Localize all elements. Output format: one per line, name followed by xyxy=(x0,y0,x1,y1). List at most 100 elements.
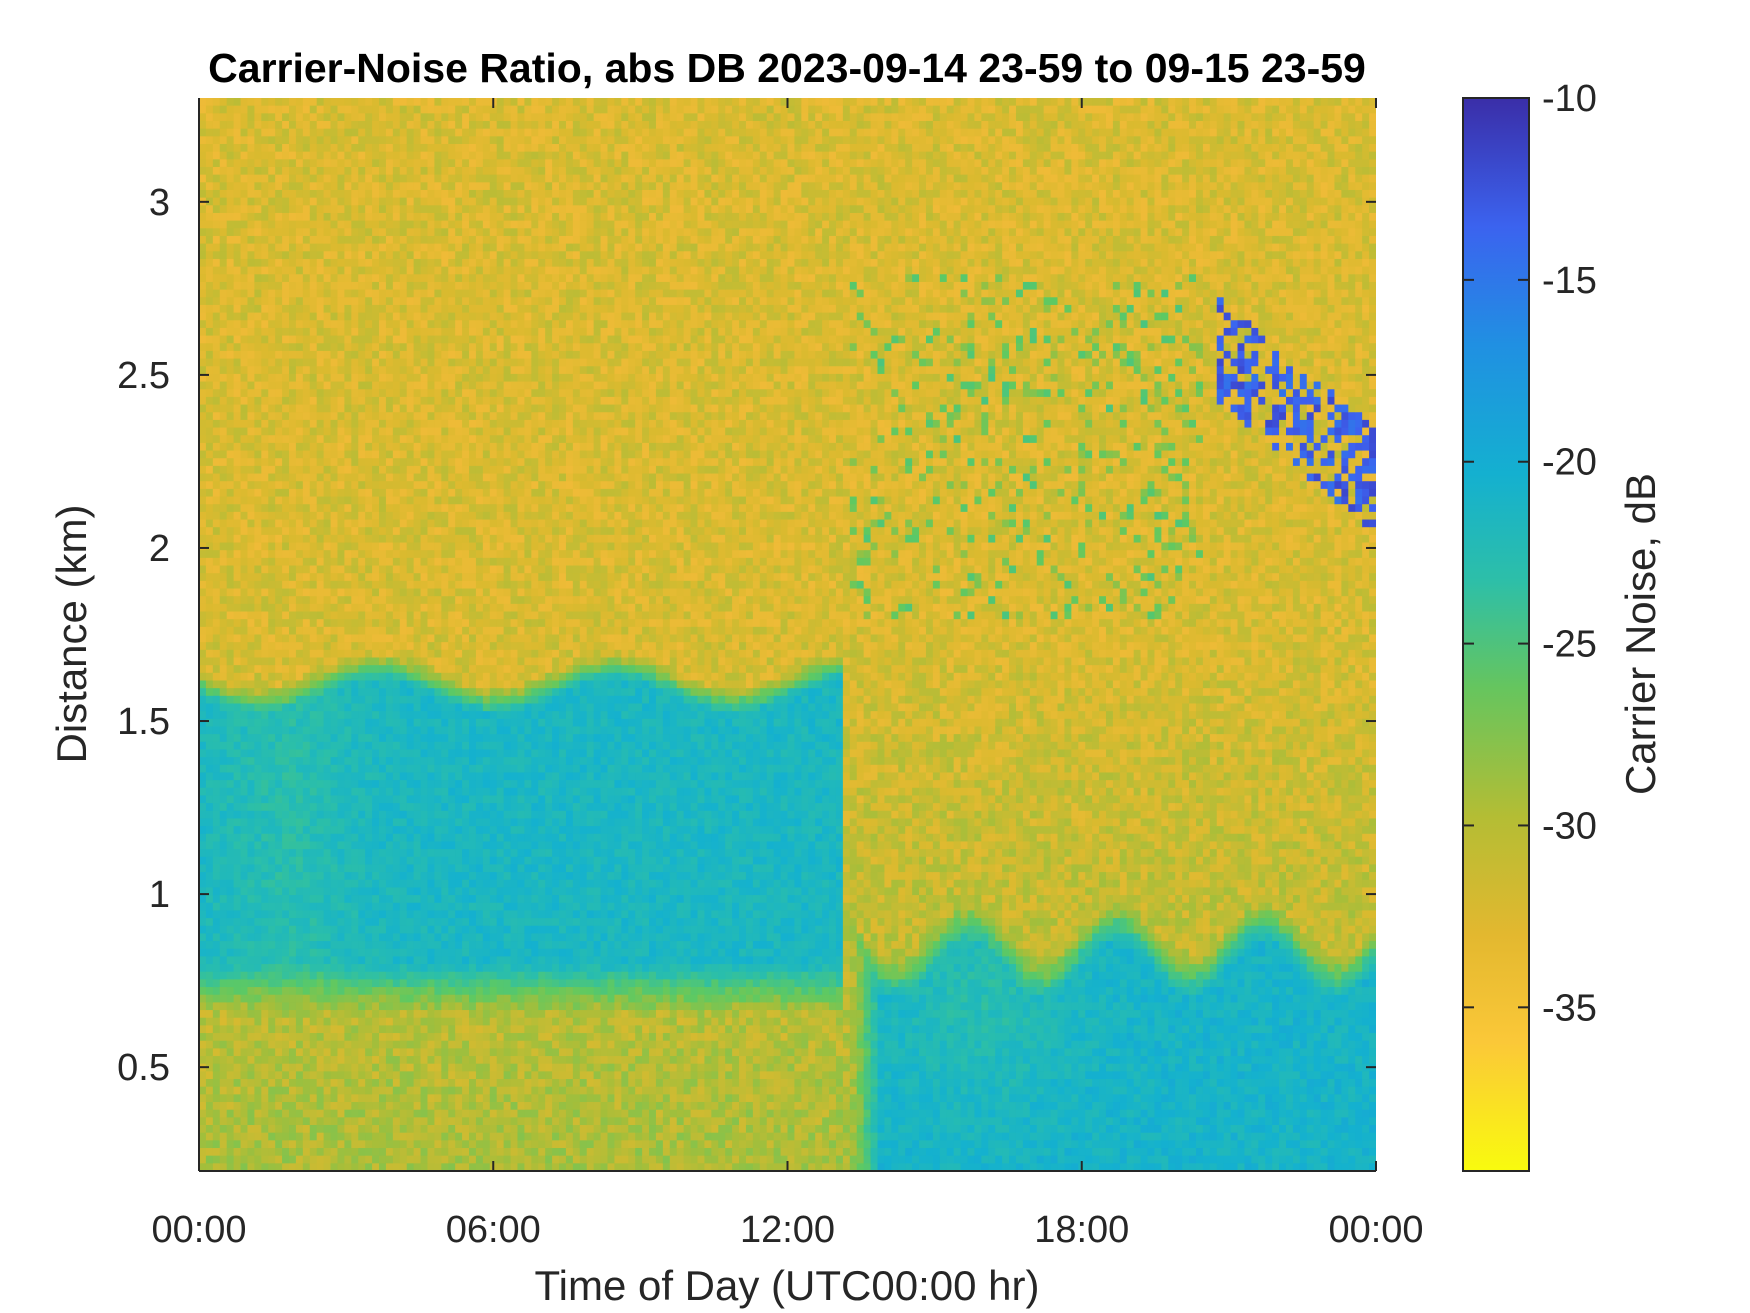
heatmap-cell xyxy=(372,404,380,413)
heatmap-cell xyxy=(254,580,262,590)
heatmap-cell xyxy=(219,1117,228,1126)
heatmap-cell xyxy=(399,795,408,804)
heatmap-cell xyxy=(240,166,249,176)
heatmap-cell xyxy=(372,611,380,620)
heatmap-cell xyxy=(323,496,332,505)
heatmap-cell xyxy=(226,987,235,996)
heatmap-cell xyxy=(268,327,276,337)
heatmap-cell xyxy=(205,918,214,927)
heatmap-cell xyxy=(351,212,359,222)
heatmap-cell xyxy=(268,971,276,980)
heatmap-cell xyxy=(254,151,262,160)
heatmap-cell xyxy=(399,1109,408,1118)
heatmap-cell xyxy=(365,465,373,475)
heatmap-cell xyxy=(233,588,242,597)
heatmap-cell xyxy=(379,1071,387,1080)
heatmap-cell xyxy=(268,979,276,988)
heatmap-cell xyxy=(413,113,422,122)
heatmap-cell xyxy=(337,849,345,858)
heatmap-cell xyxy=(351,695,359,705)
heatmap-cell xyxy=(420,918,429,927)
heatmap-cell xyxy=(282,849,290,858)
heatmap-cell xyxy=(385,1017,394,1026)
heatmap-cell xyxy=(282,511,290,521)
heatmap-cell xyxy=(434,458,442,467)
heatmap-cell xyxy=(413,473,422,482)
heatmap-cell xyxy=(295,711,304,720)
heatmap-cell xyxy=(330,741,339,751)
heatmap-cell xyxy=(233,519,242,528)
heatmap-cell xyxy=(289,251,297,260)
heatmap-cell xyxy=(330,925,339,934)
heatmap-cell xyxy=(282,1017,290,1026)
heatmap-cell xyxy=(199,373,207,383)
heatmap-cell xyxy=(385,1163,394,1171)
heatmap-cell xyxy=(233,1140,242,1149)
heatmap-cell xyxy=(205,143,214,153)
heatmap-cell xyxy=(427,734,435,743)
heatmap-cell xyxy=(316,596,325,605)
heatmap-cell xyxy=(358,1163,366,1171)
heatmap-cell xyxy=(434,910,442,919)
heatmap-cell xyxy=(330,266,339,275)
heatmap-cell xyxy=(358,373,366,383)
heatmap-cell xyxy=(323,1025,332,1034)
heatmap-cell xyxy=(399,105,408,114)
heatmap-cell xyxy=(365,642,373,651)
heatmap-cell xyxy=(282,649,290,659)
heatmap-cell xyxy=(399,787,408,797)
heatmap-cell xyxy=(275,1079,283,1088)
heatmap-cell xyxy=(289,557,297,567)
heatmap-cell xyxy=(392,649,401,659)
heatmap-cell xyxy=(226,519,235,528)
heatmap-cell xyxy=(323,749,332,758)
heatmap-cell xyxy=(254,419,262,429)
heatmap-cell xyxy=(261,749,269,758)
heatmap-cell xyxy=(289,810,297,820)
heatmap-cell xyxy=(385,212,394,222)
heatmap-cell xyxy=(330,373,339,383)
heatmap-cell xyxy=(219,872,228,881)
heatmap-cell xyxy=(316,688,325,697)
heatmap-cell xyxy=(261,1056,269,1065)
heatmap-cell xyxy=(212,726,221,735)
heatmap-cell xyxy=(434,98,442,107)
heatmap-cell xyxy=(247,496,255,505)
heatmap-cell xyxy=(434,1079,442,1088)
heatmap-cell xyxy=(261,381,269,390)
heatmap-cell xyxy=(254,373,262,383)
heatmap-cell xyxy=(372,1017,380,1026)
heatmap-cell xyxy=(240,588,249,597)
heatmap-cell xyxy=(282,841,290,850)
heatmap-cell xyxy=(247,611,255,620)
heatmap-cell xyxy=(323,849,332,858)
heatmap-cell xyxy=(275,113,283,122)
heatmap-cell xyxy=(358,350,366,360)
heatmap-cell xyxy=(372,979,380,988)
heatmap-cell xyxy=(323,887,332,896)
heatmap-cell xyxy=(247,1155,255,1164)
heatmap-cell xyxy=(302,994,311,1003)
heatmap-cell xyxy=(247,565,255,574)
heatmap-cell xyxy=(406,465,415,475)
heatmap-cell xyxy=(212,772,221,781)
heatmap-cell xyxy=(275,902,283,912)
heatmap-cell xyxy=(351,381,359,390)
heatmap-cell xyxy=(330,941,339,950)
heatmap-cell xyxy=(261,941,269,950)
heatmap-cell xyxy=(240,1033,249,1042)
heatmap-cell xyxy=(399,320,408,329)
heatmap-cell xyxy=(226,381,235,390)
heatmap-cell xyxy=(205,1040,214,1049)
heatmap-cell xyxy=(212,136,221,145)
heatmap-cell xyxy=(226,780,235,789)
heatmap-cell xyxy=(212,979,221,988)
heatmap-cell xyxy=(268,396,276,406)
heatmap-cell xyxy=(330,1094,339,1103)
heatmap-cell xyxy=(392,711,401,720)
heatmap-cell xyxy=(261,258,269,268)
heatmap-cell xyxy=(351,626,359,636)
heatmap-cell xyxy=(337,826,345,835)
heatmap-cell xyxy=(254,266,262,275)
heatmap-cell xyxy=(205,1117,214,1126)
